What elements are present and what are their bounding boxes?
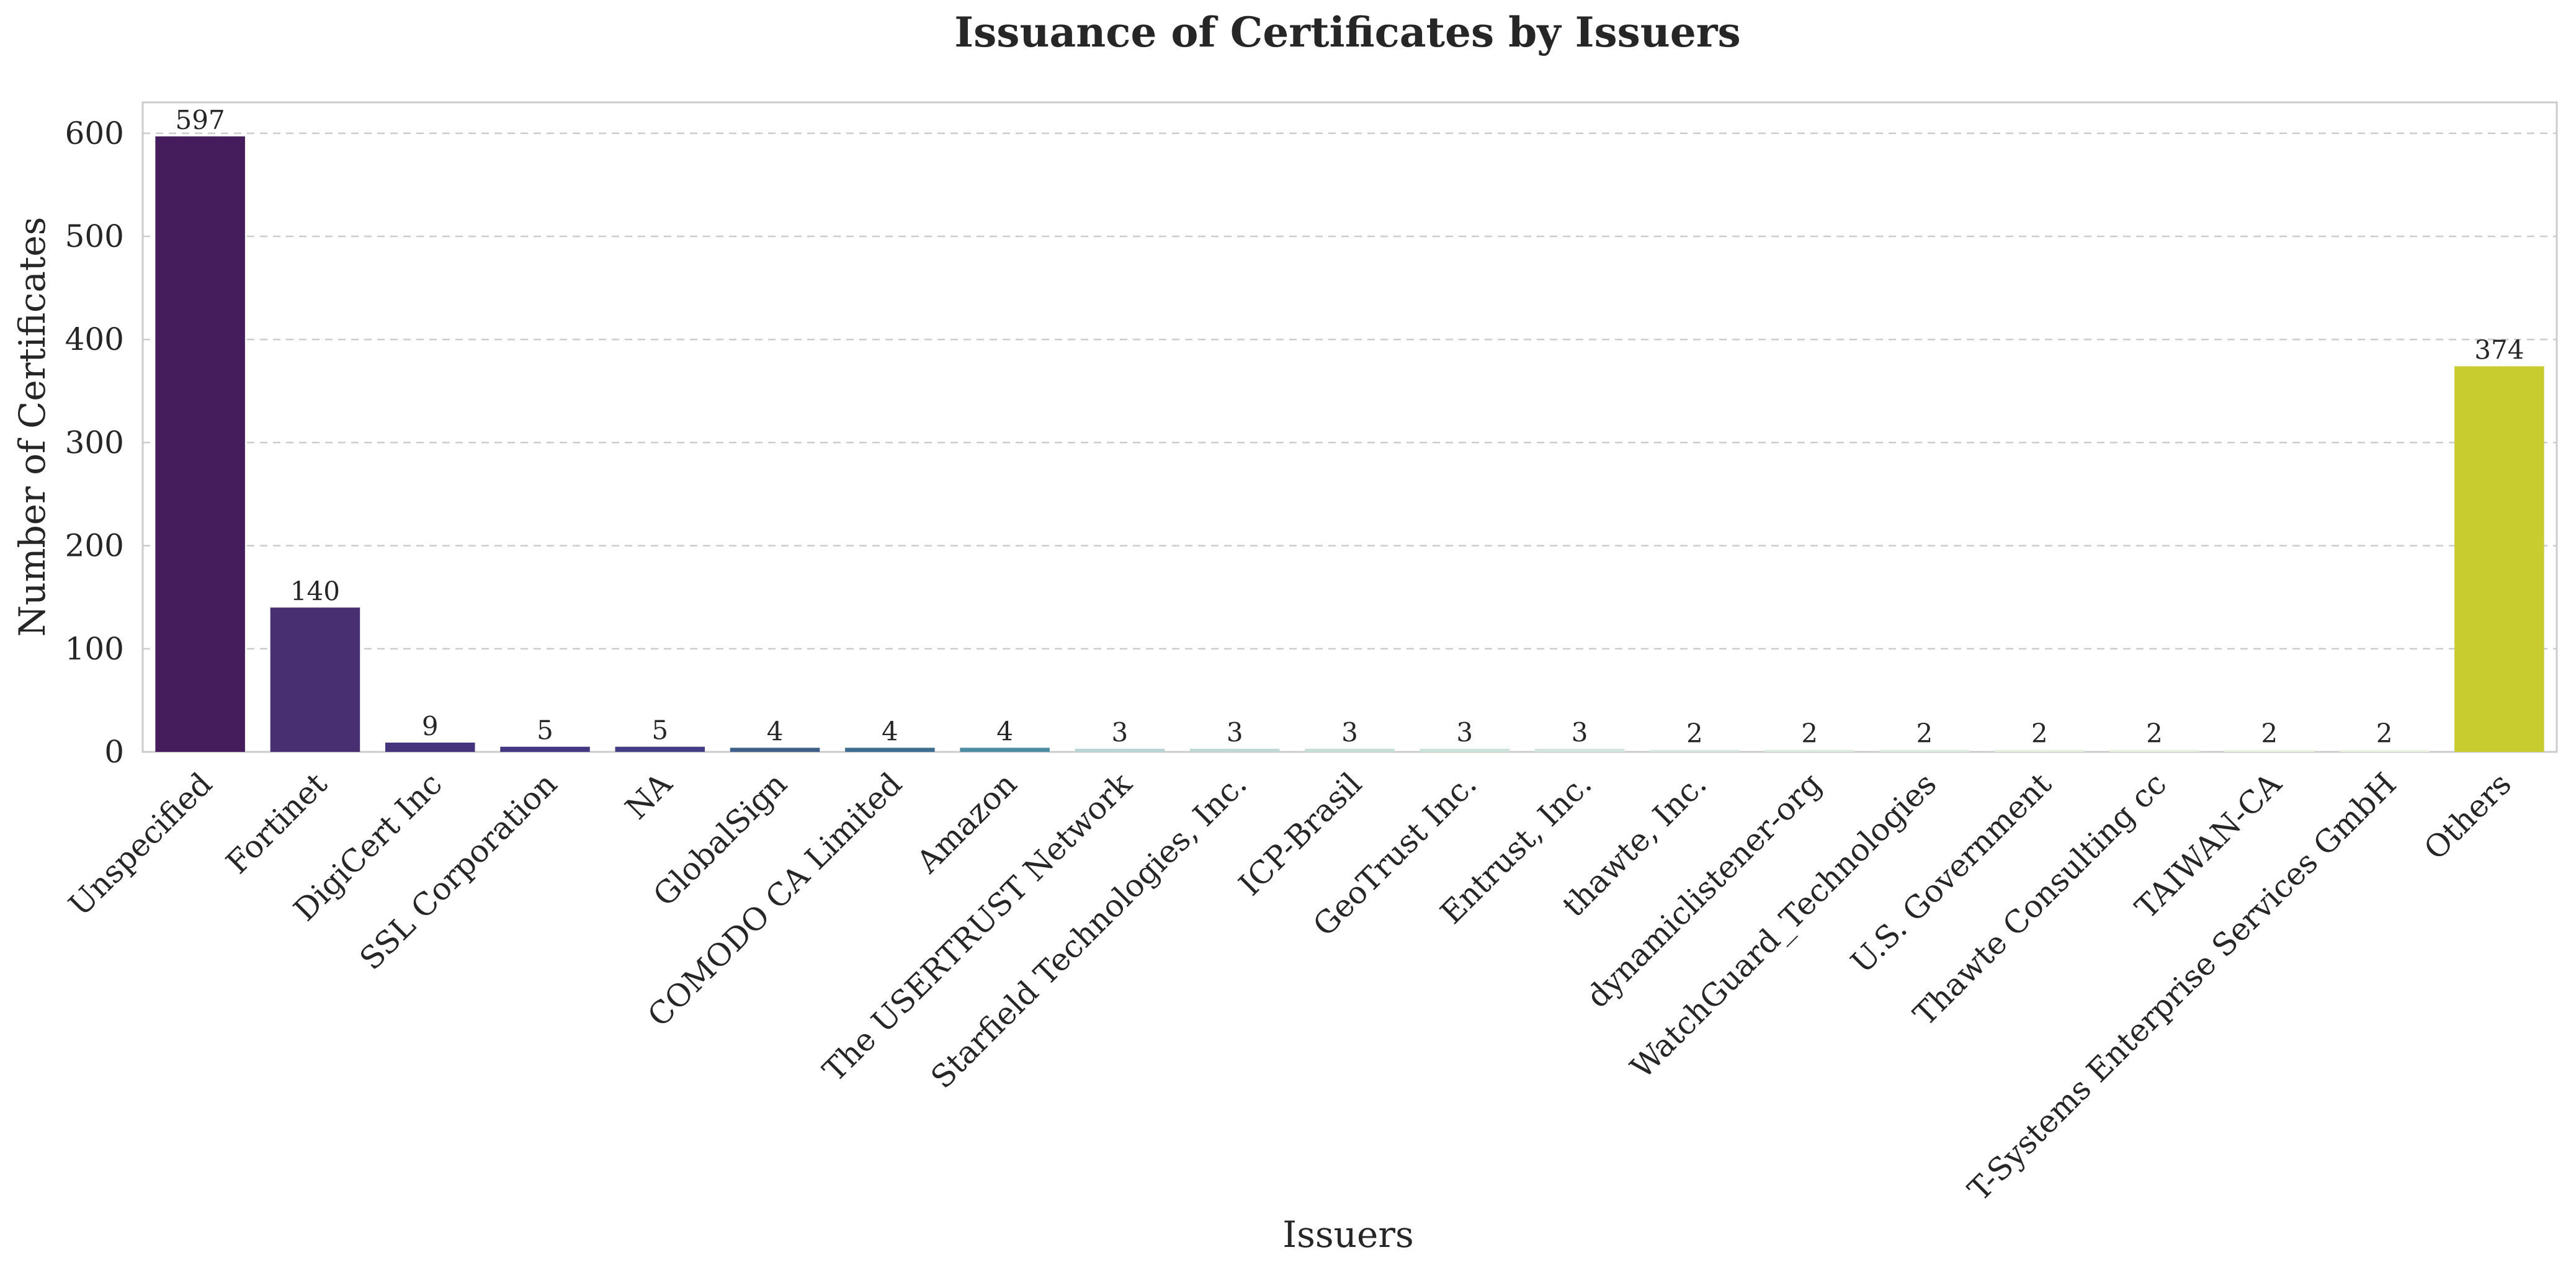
bar [500,746,590,752]
bar [960,748,1050,752]
bar [1764,749,1854,752]
bar [1994,749,2085,752]
y-tick-label: 100 [65,631,124,667]
bar [155,136,245,753]
bar [1075,749,1165,752]
bar-value-label: 3 [1572,717,1588,748]
y-axis-label: Number of Certificates [11,217,53,637]
bar-value-label: 2 [2031,718,2048,749]
x-tick-label: Fortinet [219,766,334,880]
bar-value-label: 3 [1341,717,1358,748]
bar-value-label: 3 [1227,717,1243,748]
bar-value-label: 2 [2261,718,2278,749]
bar [385,743,475,752]
y-tick-label: 200 [65,528,124,564]
bar [2109,749,2199,752]
x-axis-label: Issuers [1282,1213,1414,1256]
y-axis-ticks: 0 100 200 300 400 500 600 [65,115,124,770]
bar-value-label: 5 [651,715,668,746]
x-tick-label: SSL Corporation [353,766,564,976]
y-tick-label: 500 [65,218,124,254]
bar [730,748,820,752]
x-tick-label: U.S. Government [1844,766,2059,980]
bar-value-label: 4 [996,716,1013,746]
bar-value-label: 3 [1112,717,1129,748]
bar [2224,749,2315,752]
bar-value-label: 3 [1456,717,1473,748]
bar-value-label: 2 [1916,718,1933,749]
bar [1305,749,1395,752]
bar-value-label: 2 [1686,718,1703,749]
bar [1534,749,1625,752]
data-labels: 597 140 9 5 5 4 4 4 3 3 3 3 3 2 2 2 2 2 2 2 374 [176,105,2525,749]
bar-value-label: 2 [1801,718,1818,749]
y-tick-label: 400 [65,321,124,357]
x-tick-label: Amazon [910,766,1024,880]
bar [2339,749,2430,752]
chart-title: Issuance of Certificates by Issuers [954,8,1740,56]
bar-value-label: 140 [290,576,340,606]
y-tick-label: 600 [65,115,124,151]
bar-value-label: 5 [537,715,553,746]
bar-value-label: 9 [422,711,439,741]
x-tick-label: Unspecified [62,766,220,923]
bar [1189,749,1280,752]
bar-value-label: 4 [882,716,898,746]
bars [155,136,2544,753]
bar-value-label: 4 [767,716,784,746]
bar [1650,749,1740,752]
x-tick-label: NA [619,766,679,826]
bar [1879,749,1970,752]
bar [270,607,360,752]
x-tick-label: T-Systems Enterprise Services GmbH [1961,766,2404,1208]
grid-lines [143,132,2557,650]
bar-value-label: 374 [2474,334,2524,365]
bar [615,746,705,752]
bar-value-label: 2 [2146,718,2163,749]
bar-value-label: 597 [176,105,225,135]
plot-frame [141,101,2558,753]
y-tick-label: 300 [65,424,124,460]
y-tick-label: 0 [104,734,124,770]
bar [2454,366,2544,752]
bar [1420,749,1510,752]
bar-value-label: 2 [2376,718,2393,749]
bar [845,748,935,752]
x-tick-label: dynamiclistener-org [1580,766,1828,1014]
x-tick-label: Others [2417,766,2518,867]
